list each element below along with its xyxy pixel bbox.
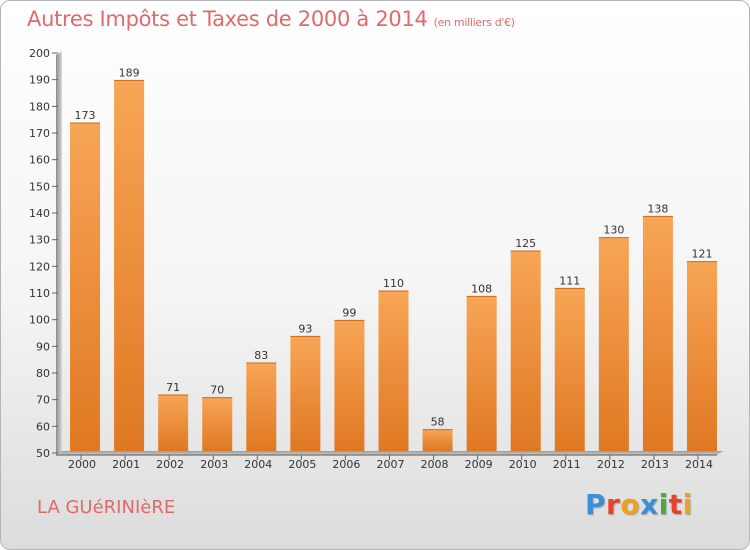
data-label: 71 xyxy=(166,381,180,394)
commune-name: LA GUéRINIèRE xyxy=(37,497,176,518)
y-tick-label: 160 xyxy=(29,154,50,167)
y-tick-label: 50 xyxy=(36,447,50,460)
bar xyxy=(334,320,365,451)
y-tick-label: 60 xyxy=(36,420,50,433)
x-tick-label: 2007 xyxy=(377,458,405,471)
data-label: 138 xyxy=(647,202,668,215)
chart-subtitle: (en milliers d'€) xyxy=(433,16,515,29)
y-tick-label: 200 xyxy=(29,47,50,60)
y-tick-label: 120 xyxy=(29,260,50,273)
y-tick-label: 100 xyxy=(29,314,50,327)
x-tick-label: 2004 xyxy=(244,458,272,471)
chart-title: Autres Impôts et Taxes de 2000 à 2014 (en… xyxy=(27,7,515,31)
bar xyxy=(466,296,497,451)
logo-letter: o xyxy=(620,488,641,521)
data-label: 110 xyxy=(383,277,404,290)
bar xyxy=(378,291,409,451)
bar xyxy=(686,261,717,451)
y-tick-label: 140 xyxy=(29,207,50,220)
x-tick-label: 2012 xyxy=(597,458,625,471)
data-label: 58 xyxy=(431,416,445,429)
bar xyxy=(422,429,453,451)
x-tick-label: 2003 xyxy=(200,458,228,471)
y-axis-wall xyxy=(56,51,62,455)
x-tick-label: 2006 xyxy=(332,458,360,471)
x-tick-label: 2000 xyxy=(68,458,96,471)
logo-letter: r xyxy=(606,488,621,521)
x-axis-floor xyxy=(56,451,723,455)
x-tick-label: 2013 xyxy=(641,458,669,471)
bar xyxy=(246,363,277,451)
x-tick-label: 2002 xyxy=(156,458,184,471)
proxiti-logo: Proxiti xyxy=(585,488,693,521)
bar xyxy=(598,237,629,451)
chart-title-text: Autres Impôts et Taxes de 2000 à 2014 xyxy=(27,7,428,31)
y-tick-label: 190 xyxy=(29,74,50,87)
x-tick-label: 2001 xyxy=(112,458,140,471)
data-label: 189 xyxy=(119,66,140,79)
data-label: 83 xyxy=(254,349,268,362)
x-tick-label: 2005 xyxy=(288,458,316,471)
x-tick-label: 2011 xyxy=(553,458,581,471)
data-label: 125 xyxy=(515,237,536,250)
y-tick-label: 110 xyxy=(29,287,50,300)
data-label: 108 xyxy=(471,282,492,295)
y-tick-label: 180 xyxy=(29,100,50,113)
data-label: 99 xyxy=(342,306,356,319)
bar xyxy=(70,123,101,451)
logo-letter: x xyxy=(640,488,659,521)
y-tick-label: 130 xyxy=(29,234,50,247)
bar-layer: 173 189 71 70 83 93 99 110 58 108 125 111 130 138 121 xyxy=(70,66,717,451)
bar xyxy=(510,251,541,451)
axis-layer: 50 60 70 80 90 100 110 120 130 140 150 160 170 180 190… xyxy=(29,47,723,471)
bar xyxy=(554,288,585,451)
y-tick-label: 80 xyxy=(36,367,50,380)
x-tick-label: 2010 xyxy=(509,458,537,471)
data-label: 111 xyxy=(559,274,580,287)
data-label: 173 xyxy=(75,109,96,122)
logo-letter: i xyxy=(682,488,693,521)
x-tick-label: 2014 xyxy=(685,458,713,471)
data-label: 70 xyxy=(210,384,224,397)
x-tick-label: 2008 xyxy=(421,458,449,471)
y-tick-label: 70 xyxy=(36,394,50,407)
bar xyxy=(290,336,321,451)
bar xyxy=(114,80,145,451)
bar xyxy=(158,395,189,451)
logo-letter: P xyxy=(585,488,607,521)
data-label: 93 xyxy=(298,322,312,335)
y-tick-label: 150 xyxy=(29,180,50,193)
logo-letter: t xyxy=(668,488,683,521)
y-tick-label: 90 xyxy=(36,340,50,353)
data-label: 121 xyxy=(691,248,712,261)
bar xyxy=(642,216,673,451)
bar xyxy=(202,397,233,451)
x-tick-label: 2009 xyxy=(465,458,493,471)
data-label: 130 xyxy=(603,224,624,237)
logo-letter: i xyxy=(658,488,669,521)
y-tick-label: 170 xyxy=(29,127,50,140)
